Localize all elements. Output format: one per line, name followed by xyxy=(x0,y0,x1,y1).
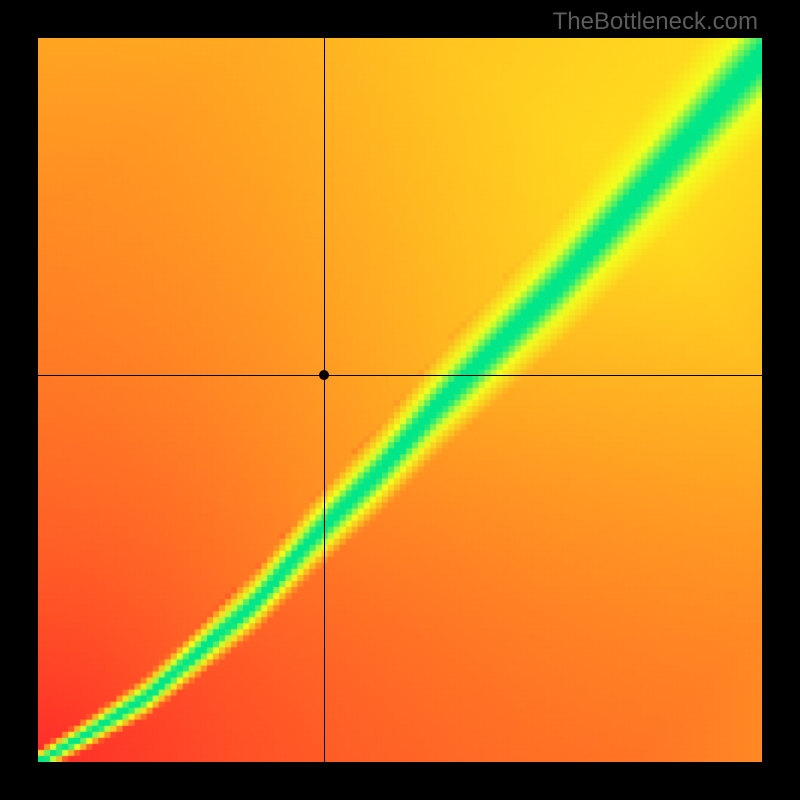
selection-marker[interactable] xyxy=(319,370,329,380)
plot-area xyxy=(38,38,762,762)
crosshair-vertical xyxy=(324,38,325,762)
crosshair-horizontal xyxy=(38,375,762,376)
heatmap-canvas xyxy=(38,38,762,762)
watermark-text: TheBottleneck.com xyxy=(553,8,758,36)
